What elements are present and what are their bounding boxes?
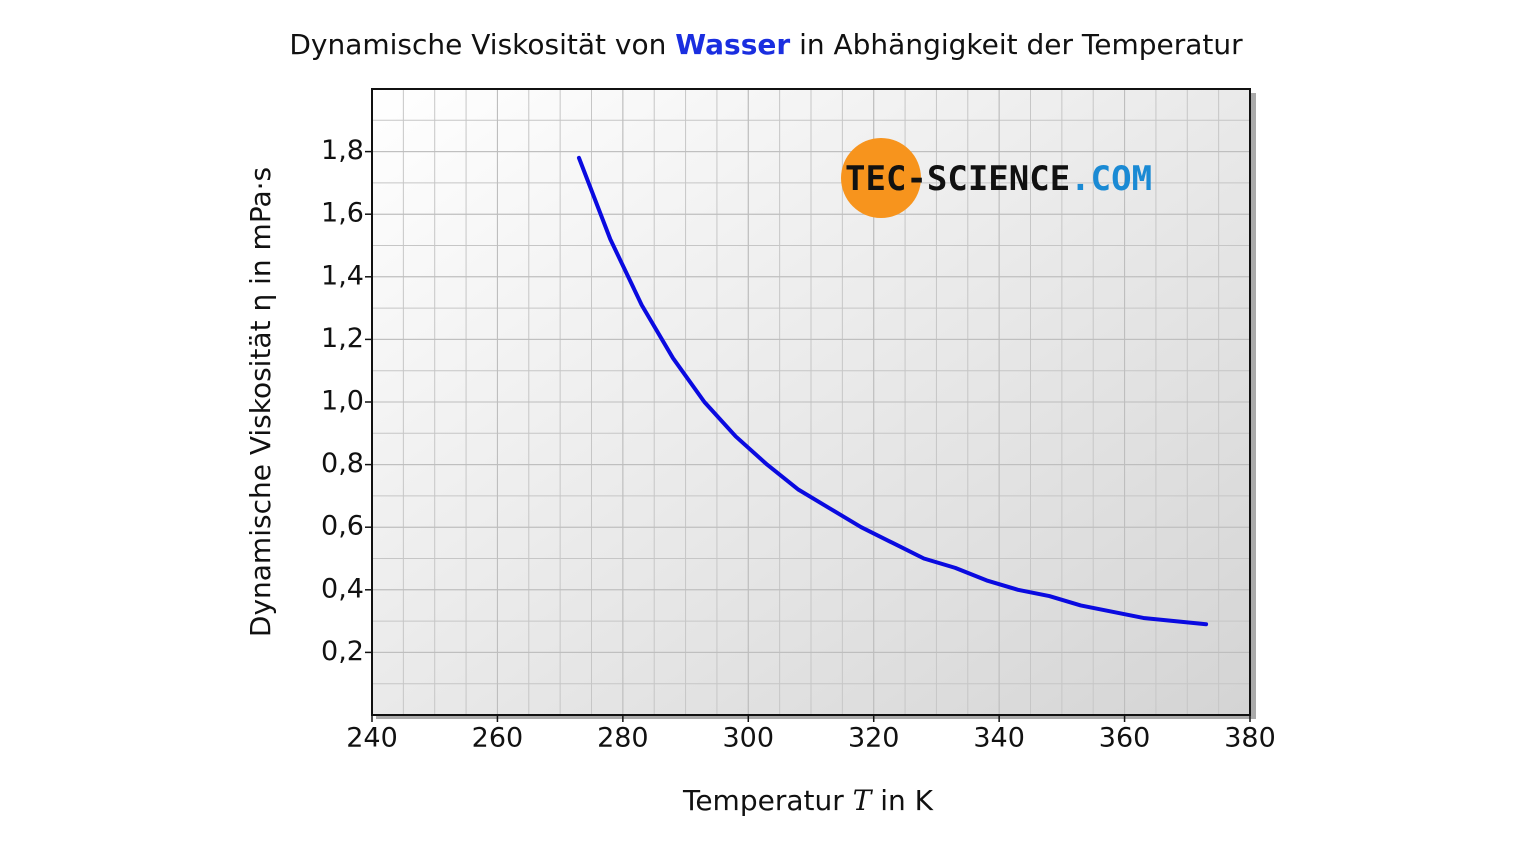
title-part: in Abhängigkeit der Temperatur [790,28,1243,61]
y-axis-label: Dynamische Viskosität η in mPa·s [244,167,277,637]
x-tick-label: 260 [472,723,524,754]
y-tick-label: 0,2 [321,636,364,667]
y-tick-label: 0,8 [321,448,364,479]
data-line [576,155,1209,627]
x-label-part: in K [871,784,933,817]
y-tick-label: 1,0 [321,386,364,417]
logo-circle [841,138,921,218]
y-tick-label: 1,8 [321,135,364,166]
x-tick-label: 380 [1224,723,1276,754]
title-highlight: Wasser [675,28,790,61]
y-tick-label: 1,6 [321,198,364,229]
x-tick-label: 280 [597,723,649,754]
y-tick-label: 1,4 [321,260,364,291]
title-part: Dynamische Viskosität von [289,28,675,61]
x-axis-label: Temperatur T in K [682,784,934,818]
x-tick-label: 340 [973,723,1025,754]
x-tick-label: 320 [848,723,900,754]
chart-title: Dynamische Viskosität von Wasser in Abhä… [289,28,1243,61]
grid [371,89,1251,715]
logo-suffix: .COM [1070,159,1152,199]
logo-text: TEC-SCIENCE.COM [845,159,1152,199]
x-tick-label: 240 [346,723,398,754]
logo-main: TEC-SCIENCE [845,159,1070,199]
y-tick-label: 0,6 [321,511,364,542]
x-label-part: Temperatur [682,784,853,817]
y-tick-label: 0,4 [321,573,364,604]
plot-border [371,88,1251,716]
x-tick-label: 360 [1099,723,1151,754]
x-label-symbol: T [853,784,874,817]
y-tick-label: 1,2 [321,323,364,354]
x-tick-label: 300 [723,723,775,754]
